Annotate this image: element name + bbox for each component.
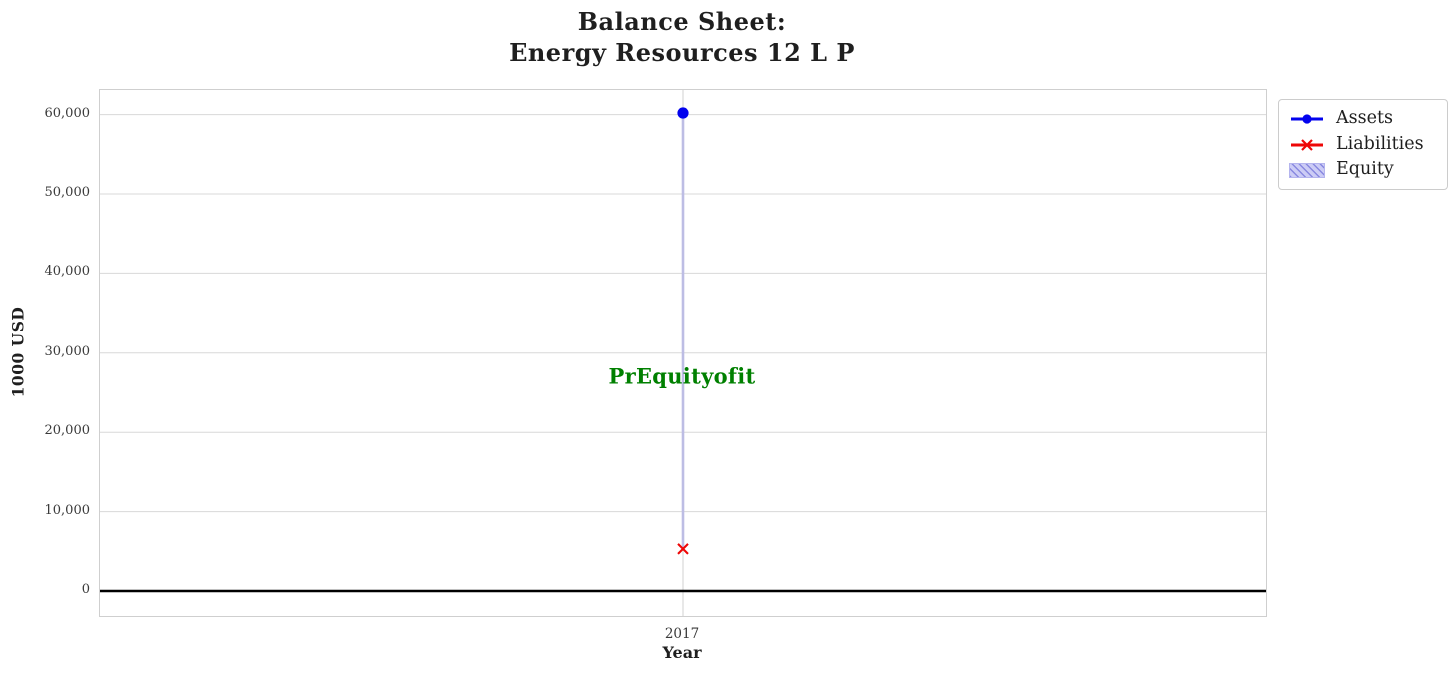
plot-area bbox=[99, 89, 1267, 617]
liabilities-marker bbox=[677, 543, 689, 555]
y-tick-label: 20,000 bbox=[44, 423, 91, 439]
equity-hatched-patch-icon bbox=[1289, 162, 1325, 178]
y-tick-label: 40,000 bbox=[44, 264, 91, 280]
legend-label-assets: Assets bbox=[1336, 108, 1393, 129]
y-tick-label: 10,000 bbox=[44, 502, 91, 518]
legend-item-liabilities: Liabilities bbox=[1289, 132, 1437, 158]
assets-line-circle-icon bbox=[1291, 114, 1323, 124]
chart-title: Balance Sheet: Energy Resources 12 L P bbox=[509, 7, 855, 67]
y-tick-label: 30,000 bbox=[44, 343, 91, 359]
y-tick-label: 60,000 bbox=[44, 105, 91, 121]
legend-item-assets: Assets bbox=[1289, 106, 1437, 132]
plot-canvas bbox=[100, 90, 1266, 616]
annotation-text: PrEquityofit bbox=[608, 363, 756, 389]
x-axis-label: Year bbox=[662, 643, 702, 662]
legend-item-equity: Equity bbox=[1289, 157, 1437, 183]
legend-label-equity: Equity bbox=[1336, 159, 1394, 180]
assets-marker bbox=[677, 107, 689, 119]
x-tick-label: 2017 bbox=[664, 626, 700, 642]
liabilities-line-x-icon bbox=[1291, 138, 1323, 151]
legend: Assets Liabilities Equity bbox=[1278, 99, 1448, 190]
y-tick-label: 0 bbox=[81, 581, 90, 597]
legend-label-liabilities: Liabilities bbox=[1336, 133, 1424, 154]
y-tick-label: 50,000 bbox=[44, 185, 91, 200]
